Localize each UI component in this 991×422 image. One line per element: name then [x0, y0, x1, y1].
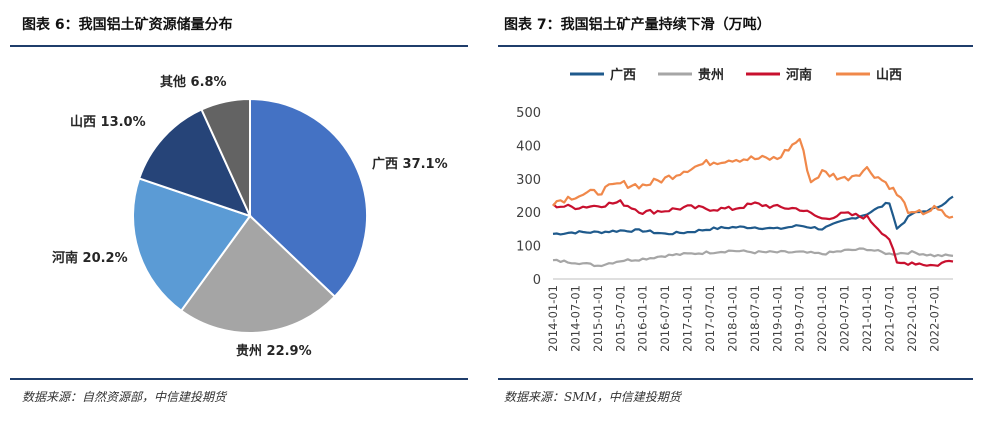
x-tick-label: 2014-01-01 [546, 285, 560, 352]
x-tick-label: 2021-01-01 [860, 285, 874, 352]
x-tick-label: 2020-07-01 [838, 285, 852, 352]
pie-label-other: 其他 6.8% [160, 74, 227, 90]
x-tick-label: 2020-01-01 [815, 285, 829, 352]
left-panel: 图表 6：我国铝土矿资源储量分布 广西 37.1% 贵州 22.9% 河南 20.2… [0, 0, 480, 422]
series-line-guizhou [552, 247, 954, 268]
x-tick-label: 2022-07-01 [927, 285, 941, 352]
pie-label-guizhou: 贵州 22.9% [236, 343, 312, 359]
left-source: 数据来源：自然资源部，中信建投期货 [22, 390, 227, 404]
series-line-guangxi [552, 195, 954, 236]
left-source-rule [10, 378, 468, 380]
x-tick-label: 2018-01-01 [725, 285, 739, 352]
x-tick-label: 2021-07-01 [882, 285, 896, 352]
legend-label-shanxi: 山西 [876, 67, 902, 83]
y-tick-label: 200 [516, 206, 541, 221]
legend-label-henan: 河南 [786, 67, 812, 83]
right-panel: 图表 7：我国铝土矿产量持续下滑（万吨） 0 100 200 300 400 500 201… [498, 0, 991, 422]
x-tick-label: 2019-01-01 [770, 285, 784, 352]
right-source: 数据来源：SMM，中信建投期货 [504, 390, 681, 404]
x-tick-label: 2014-07-01 [568, 285, 582, 352]
pie-slice-henan [132, 177, 252, 313]
x-tick-label: 2015-01-01 [591, 285, 605, 352]
y-tick-label: 500 [516, 106, 541, 121]
left-title-rule [10, 45, 468, 47]
x-tick-label: 2022-01-01 [905, 285, 919, 352]
legend-label-guangxi: 广西 [610, 67, 636, 83]
x-tick-label: 2016-07-01 [658, 285, 672, 352]
pie-label-shanxi: 山西 13.0% [70, 114, 146, 130]
pie-label-guangxi: 广西 37.1% [372, 156, 448, 172]
y-tick-label: 400 [516, 139, 541, 154]
left-chart-title: 图表 6：我国铝土矿资源储量分布 [22, 17, 233, 33]
x-tick-label: 2015-07-01 [613, 285, 627, 352]
x-tick-label: 2019-07-01 [793, 285, 807, 352]
y-tick-label: 0 [533, 273, 541, 288]
line-chart: 0 100 200 300 400 500 2014-01-01 2014-07-01 2015… [516, 67, 954, 352]
y-tick-label: 100 [516, 240, 541, 255]
series-line-shanxi [552, 137, 954, 219]
right-title-rule [498, 45, 973, 47]
x-tick-label: 2016-01-01 [636, 285, 650, 352]
y-tick-label: 300 [516, 173, 541, 188]
pie-slice-guangxi [249, 97, 368, 299]
pie-slice-other [200, 97, 251, 217]
right-source-rule [498, 378, 973, 380]
legend-label-guizhou: 贵州 [698, 67, 724, 83]
pie-slice-guizhou [179, 214, 337, 334]
x-tick-label: 2017-07-01 [703, 285, 717, 352]
x-tick-label: 2017-01-01 [681, 285, 695, 352]
series-line-henan [552, 199, 954, 267]
pie-chart: 广西 37.1% 贵州 22.9% 河南 20.2% 山西 13.0% 其他 6.8% [52, 74, 448, 359]
pie-label-henan: 河南 20.2% [52, 250, 128, 266]
pie-slice-shanxi [137, 108, 252, 218]
x-tick-label: 2018-07-01 [748, 285, 762, 352]
right-chart-title: 图表 7：我国铝土矿产量持续下滑（万吨） [504, 17, 771, 33]
